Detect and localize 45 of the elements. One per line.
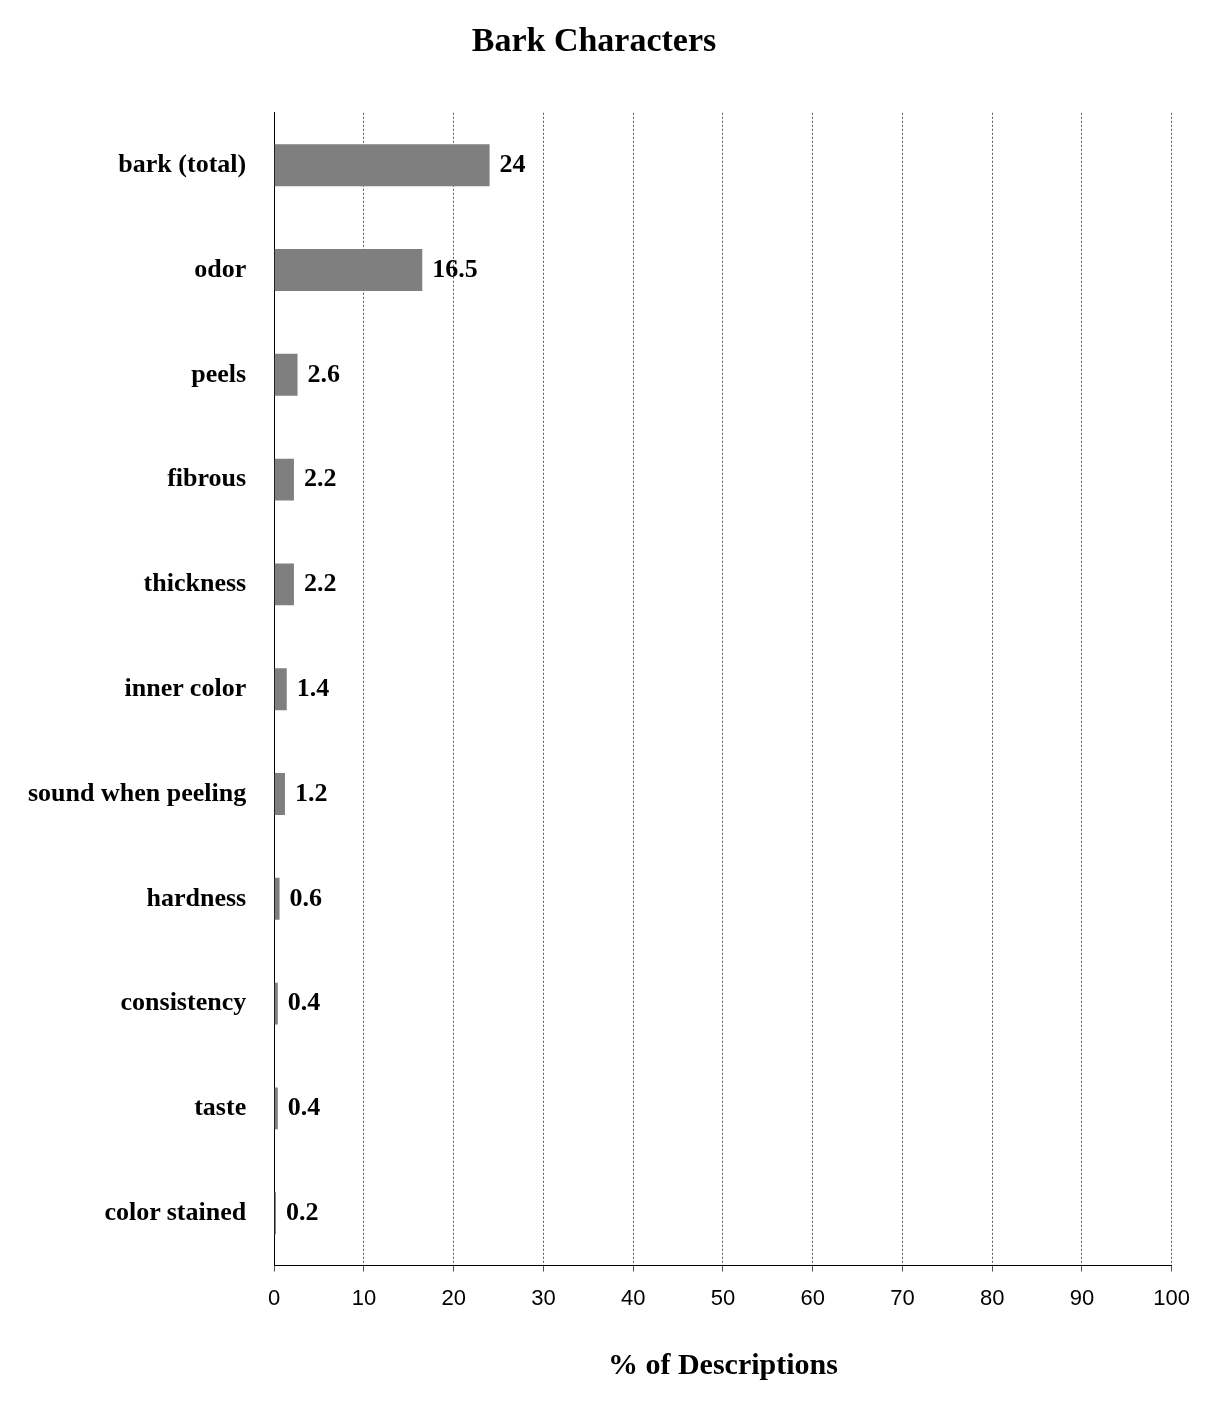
bar: [274, 877, 280, 920]
bar: [274, 353, 298, 396]
data-label: 24: [499, 148, 526, 178]
bar: [274, 144, 490, 187]
data-label: 1.4: [296, 672, 330, 702]
y-tick-label: peels: [191, 358, 247, 388]
bar: [274, 982, 278, 1025]
bar: [274, 1087, 278, 1130]
data-label: 0.6: [289, 882, 323, 912]
bar: [274, 773, 285, 815]
bar: [274, 668, 287, 711]
y-tick-label: color stained: [104, 1196, 247, 1226]
y-tick-label: taste: [194, 1092, 247, 1122]
bar: [274, 563, 294, 606]
x-tick-label: 100: [1153, 1284, 1191, 1310]
data-label: 1.2: [294, 777, 328, 807]
x-tick-label: 90: [1069, 1284, 1095, 1310]
y-tick-label: thickness: [143, 568, 247, 598]
bar: [274, 249, 423, 291]
x-tick-label: 70: [890, 1284, 915, 1310]
y-tick-label: sound when peeling: [27, 777, 247, 807]
x-tick-label: 50: [710, 1284, 736, 1310]
data-label: 0.4: [287, 1092, 321, 1122]
y-tick-label: fibrous: [167, 463, 247, 493]
y-tick-label: odor: [194, 253, 247, 283]
x-tick-label: 0: [268, 1284, 281, 1310]
bar: [274, 458, 294, 501]
x-tick-label: 40: [620, 1284, 646, 1310]
data-label: 16.5: [432, 253, 478, 283]
chart-title: Bark Characters: [471, 21, 717, 59]
x-tick-label: 10: [351, 1284, 377, 1310]
x-axis-title: % of Descriptions: [607, 1346, 838, 1380]
data-label: 0.2: [285, 1196, 319, 1226]
y-tick-label: inner color: [124, 672, 247, 702]
x-tick-label: 80: [979, 1284, 1005, 1310]
data-label: 2.2: [303, 463, 337, 493]
data-label: 2.2: [303, 568, 337, 598]
y-tick-label: hardness: [146, 882, 247, 912]
y-tick-label: consistency: [120, 987, 247, 1017]
data-label: 2.6: [307, 358, 341, 388]
x-tick-label: 20: [441, 1284, 466, 1310]
y-tick-label: bark (total): [118, 148, 247, 178]
data-label: 0.4: [287, 987, 321, 1017]
x-tick-label: 60: [800, 1284, 825, 1310]
x-tick-label: 30: [531, 1284, 556, 1310]
